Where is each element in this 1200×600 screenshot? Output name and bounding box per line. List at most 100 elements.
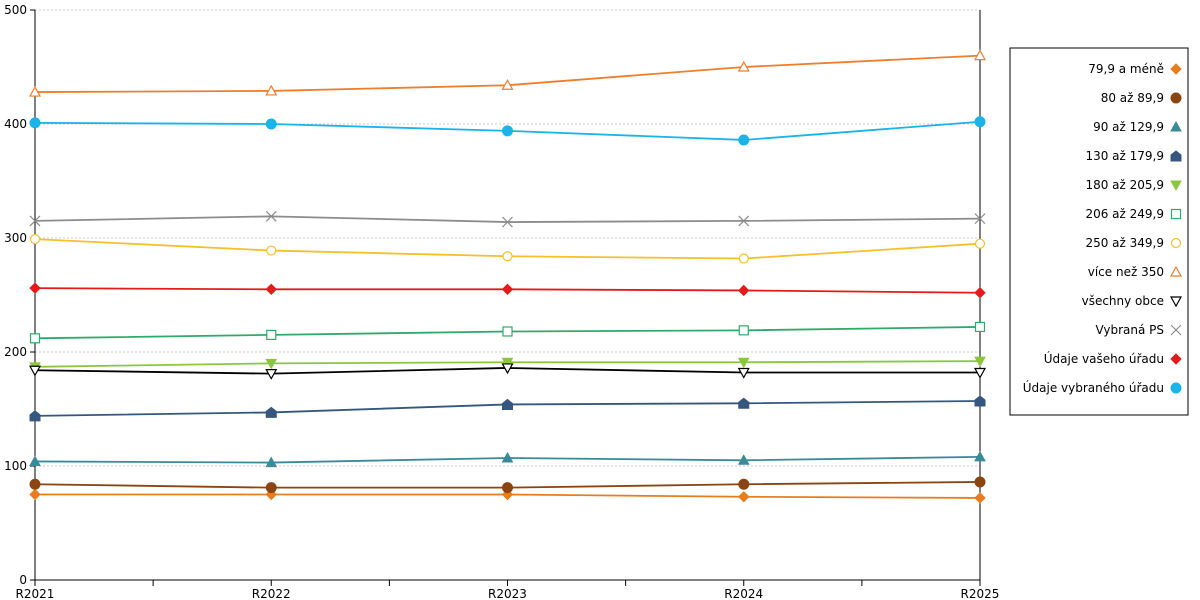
series-6 bbox=[29, 321, 986, 344]
data-point bbox=[501, 363, 514, 375]
legend-marker bbox=[1170, 120, 1182, 132]
legend-marker bbox=[1170, 150, 1182, 162]
legend-label: 79,9 a méně bbox=[1088, 62, 1164, 76]
data-point bbox=[501, 79, 514, 90]
series-line bbox=[34, 215, 981, 223]
x-tick-label: R2021 bbox=[16, 587, 55, 600]
legend-item: Údaje vašeho úřadu bbox=[1044, 351, 1182, 366]
data-point bbox=[738, 215, 750, 227]
legend-label: všechny obce bbox=[1082, 294, 1164, 308]
series-7 bbox=[29, 234, 986, 264]
data-point bbox=[502, 326, 513, 337]
legend-marker bbox=[1170, 382, 1182, 394]
series-4 bbox=[29, 395, 986, 422]
data-point bbox=[29, 333, 41, 344]
grid-lines bbox=[35, 9, 980, 467]
series-12 bbox=[29, 116, 986, 146]
data-point bbox=[737, 454, 750, 465]
marker-stroke bbox=[29, 215, 41, 227]
data-point bbox=[738, 253, 749, 264]
legend-label: více než 350 bbox=[1088, 265, 1164, 279]
data-point bbox=[265, 210, 277, 222]
legend-marker bbox=[1169, 296, 1183, 308]
data-point bbox=[29, 117, 41, 129]
legend-label: 80 až 89,9 bbox=[1101, 91, 1164, 105]
data-point bbox=[28, 85, 42, 97]
legend-item: 80 až 89,9 bbox=[1101, 91, 1182, 105]
series-3 bbox=[29, 450, 986, 468]
data-point bbox=[738, 325, 749, 336]
legend: 79,9 a méně 80 až 89,9 90 až 129,9 130 až 1… bbox=[1009, 47, 1189, 416]
marker-stroke bbox=[502, 216, 513, 228]
marker-stroke bbox=[738, 215, 750, 227]
legend-item: 90 až 129,9 bbox=[1093, 120, 1182, 134]
data-point bbox=[29, 215, 41, 227]
data-point bbox=[502, 482, 513, 494]
data-point bbox=[265, 369, 278, 380]
x-tick-label: R2025 bbox=[961, 587, 1000, 600]
data-point bbox=[28, 365, 42, 377]
data-point bbox=[974, 321, 986, 333]
legend-item: 250 až 349,9 bbox=[1085, 236, 1182, 250]
y-tick-label: 500 bbox=[4, 3, 27, 17]
data-point bbox=[974, 116, 986, 128]
x-tick-label: R2023 bbox=[488, 587, 527, 600]
data-point bbox=[501, 357, 514, 369]
legend-item: Údaje vybraného úřadu bbox=[1023, 380, 1182, 395]
data-point bbox=[265, 358, 278, 370]
data-point bbox=[974, 395, 986, 407]
data-point bbox=[974, 287, 986, 299]
data-point bbox=[974, 492, 986, 504]
data-point bbox=[29, 488, 41, 501]
data-point bbox=[738, 491, 750, 503]
series-9 bbox=[28, 363, 987, 380]
legend-label: Údaje vybraného úřadu bbox=[1023, 380, 1164, 395]
series-11 bbox=[29, 282, 986, 299]
legend-marker bbox=[1170, 180, 1182, 192]
marker-stroke bbox=[265, 210, 277, 222]
series-2 bbox=[29, 476, 986, 494]
data-point bbox=[265, 84, 278, 96]
data-point bbox=[974, 238, 986, 249]
legend-item: všechny obce bbox=[1082, 294, 1183, 308]
data-point bbox=[738, 284, 750, 297]
marker-stroke bbox=[1170, 324, 1182, 336]
legend-label: 206 až 249,9 bbox=[1085, 207, 1164, 221]
legend-marker bbox=[1170, 237, 1182, 249]
legend-item: 130 až 179,9 bbox=[1085, 149, 1182, 163]
data-point bbox=[501, 283, 514, 296]
legend-label: Vybraná PS bbox=[1095, 323, 1164, 337]
data-point bbox=[29, 410, 41, 422]
series-10 bbox=[29, 210, 986, 228]
data-point bbox=[738, 397, 750, 409]
data-point bbox=[502, 216, 513, 228]
data-point bbox=[737, 367, 750, 379]
legend-label: 180 až 205,9 bbox=[1085, 178, 1164, 192]
data-point bbox=[265, 406, 277, 418]
data-point bbox=[738, 478, 750, 490]
legend-marker bbox=[1169, 265, 1183, 277]
data-point bbox=[265, 283, 277, 296]
marker-stroke bbox=[974, 213, 986, 225]
data-point bbox=[29, 478, 41, 490]
legend-label: 90 až 129,9 bbox=[1093, 120, 1164, 134]
data-point bbox=[501, 451, 514, 463]
legend-item: více než 350 bbox=[1088, 265, 1183, 279]
y-tick-label: 300 bbox=[4, 231, 27, 245]
data-point bbox=[973, 367, 987, 379]
data-point bbox=[29, 282, 41, 294]
legend-item: 79,9 a méně bbox=[1088, 62, 1182, 76]
data-point bbox=[974, 356, 986, 368]
legend-label: Údaje vašeho úřadu bbox=[1044, 351, 1164, 366]
legend-label: 250 až 349,9 bbox=[1085, 236, 1164, 250]
y-tick-label: 100 bbox=[4, 459, 27, 473]
series-5 bbox=[29, 356, 986, 373]
data-point bbox=[266, 329, 277, 340]
data-point bbox=[973, 49, 987, 61]
legend-item: Vybraná PS bbox=[1095, 323, 1182, 337]
axes: 0 100 200 300 400 500 R2021 R2022 R2023 R2024 R202… bbox=[4, 3, 999, 600]
data-point bbox=[502, 125, 513, 137]
y-tick-label: 400 bbox=[4, 117, 27, 131]
legend-marker bbox=[1170, 324, 1182, 336]
